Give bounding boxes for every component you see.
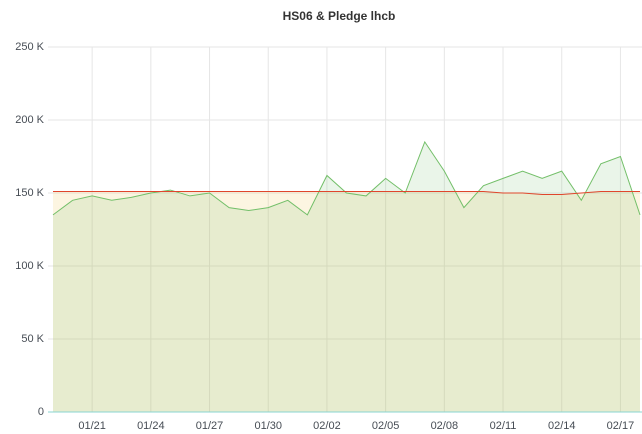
y-tick-label: 150 K: [15, 187, 44, 199]
y-tick-label: 0: [38, 406, 44, 418]
x-tick-label: 01/21: [78, 420, 106, 432]
x-tick-label: 02/14: [548, 420, 576, 432]
series-area: [53, 141, 640, 412]
x-tick-label: 02/02: [313, 420, 341, 432]
x-tick-label: 02/05: [372, 420, 400, 432]
x-tick-label: 01/24: [137, 420, 165, 432]
y-tick-label: 250 K: [15, 41, 44, 53]
series-area: [53, 191, 640, 412]
series-line: [52, 140, 641, 216]
chart-title: HS06 & Pledge lhcb: [283, 9, 396, 23]
y-tick-label: 200 K: [15, 114, 44, 126]
y-tick-label: 100 K: [15, 260, 44, 272]
x-tick-label: 02/08: [431, 420, 459, 432]
y-tick-label: 50 K: [21, 333, 44, 345]
x-tick-label: 02/11: [490, 420, 517, 432]
series-line: [53, 191, 640, 195]
x-tick-label: 02/17: [607, 420, 635, 432]
x-tick-label: 01/27: [196, 420, 224, 432]
x-tick-label: 01/30: [254, 420, 282, 432]
